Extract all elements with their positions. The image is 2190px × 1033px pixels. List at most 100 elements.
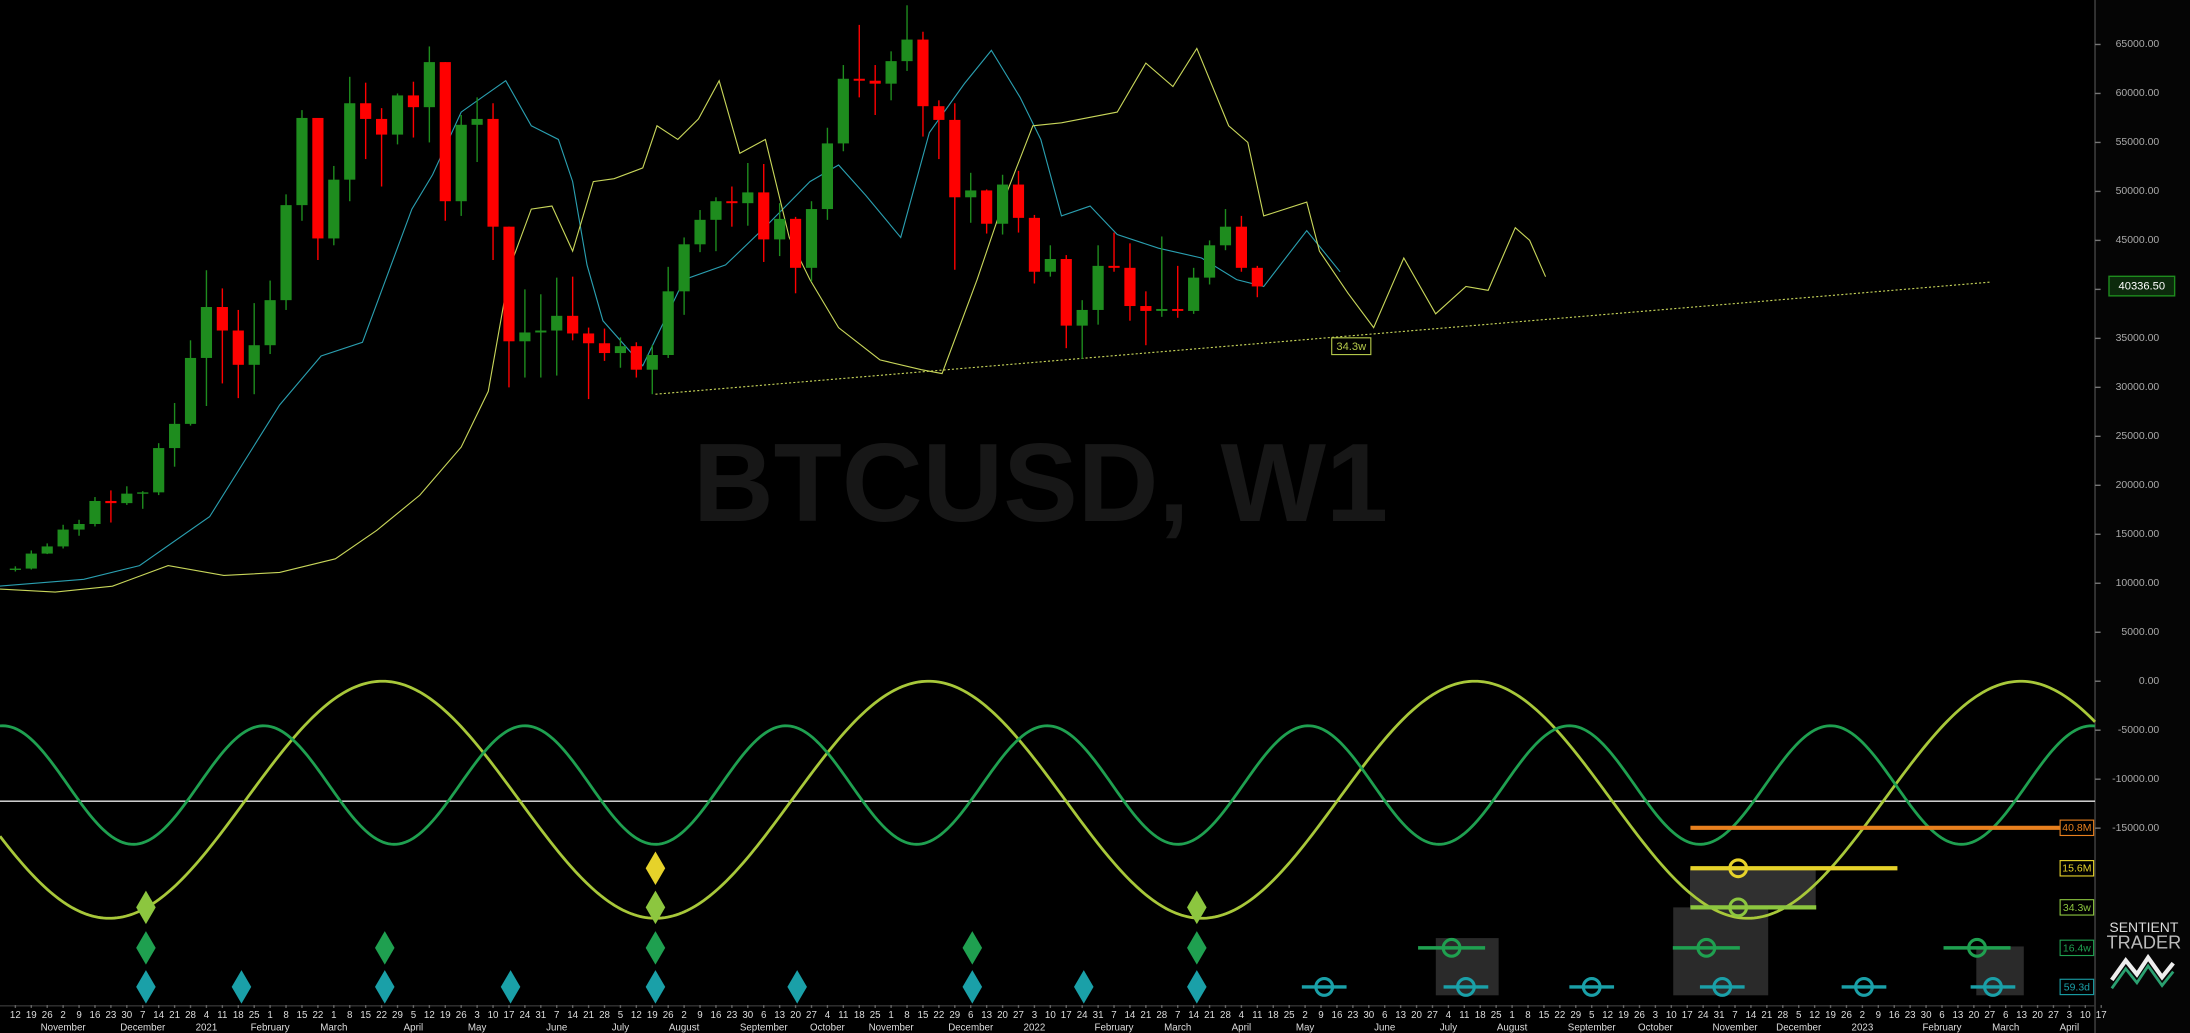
row-label-box <box>2059 819 2095 837</box>
y-tick-label: -10000.00 <box>2112 774 2159 785</box>
x-tick-label: 7 <box>1111 1010 1116 1021</box>
x-tick-label: 2 <box>1302 1010 1307 1021</box>
x-tick-label: 8 <box>347 1010 352 1021</box>
candle-body <box>933 106 945 120</box>
month-label: June <box>1374 1023 1395 1033</box>
x-tick-label: 15 <box>918 1010 929 1021</box>
x-tick-label: 14 <box>567 1010 578 1021</box>
candle-body <box>232 330 244 365</box>
trough-diamond <box>645 970 666 1004</box>
x-tick-label: 13 <box>2016 1010 2027 1021</box>
x-tick-label: 18 <box>1268 1010 1279 1021</box>
candle-body <box>901 39 913 62</box>
row-label-box <box>2059 978 2095 996</box>
candle-body <box>1044 259 1056 272</box>
month-label: November <box>41 1023 87 1033</box>
candle-body <box>200 307 213 358</box>
x-tick-label: 28 <box>599 1010 610 1021</box>
candle-body <box>1012 184 1025 218</box>
trough-diamond <box>645 851 666 886</box>
candle-body <box>646 355 658 370</box>
x-tick-label: 14 <box>1125 1010 1136 1021</box>
month-label: July <box>612 1023 629 1033</box>
x-tick-label: 17 <box>2096 1010 2107 1021</box>
x-tick-label: 21 <box>169 1010 180 1021</box>
month-label: December <box>948 1023 994 1033</box>
month-label: 2023 <box>1852 1023 1874 1033</box>
candle-body <box>758 192 770 240</box>
x-tick-label: 10 <box>1666 1010 1677 1021</box>
month-label: May <box>1296 1023 1315 1033</box>
x-tick-label: 4 <box>825 1010 831 1021</box>
x-tick-label: 31 <box>1714 1010 1725 1021</box>
month-label: April <box>1232 1023 1252 1033</box>
x-tick-label: 12 <box>1809 1010 1820 1021</box>
y-tick-label: 55000.00 <box>2116 137 2160 148</box>
y-tick-label: 50000.00 <box>2116 186 2160 197</box>
x-tick-label: 13 <box>774 1010 785 1021</box>
x-tick-label: 14 <box>153 1010 164 1021</box>
cycle-wave <box>0 724 2096 846</box>
candle-body <box>391 95 404 135</box>
candle-body <box>1076 309 1088 326</box>
month-label: December <box>120 1023 166 1033</box>
x-tick-label: 23 <box>1905 1010 1916 1021</box>
row-label: 34.3w <box>2063 903 2091 914</box>
candle-body <box>1092 265 1104 310</box>
candle-body <box>1156 308 1168 311</box>
x-tick-label: 12 <box>10 1010 21 1021</box>
x-tick-label: 29 <box>949 1010 960 1021</box>
month-label: June <box>546 1023 567 1033</box>
x-tick-label: 5 <box>618 1010 624 1021</box>
candle-body <box>153 448 165 493</box>
x-tick-label: 6 <box>1382 1010 1387 1021</box>
candle-body <box>137 492 149 494</box>
y-tick-label: 20000.00 <box>2116 480 2160 491</box>
x-tick-label: 10 <box>488 1010 499 1021</box>
month-label: August <box>669 1023 700 1033</box>
x-tick-label: 5 <box>1796 1010 1802 1021</box>
indicator-line <box>0 47 1547 593</box>
month-label: March <box>320 1023 347 1033</box>
x-tick-label: 28 <box>1777 1010 1788 1021</box>
month-label: March <box>1992 1023 2019 1033</box>
trendline <box>655 281 1992 395</box>
trough-diamond <box>962 931 983 965</box>
x-tick-label: 22 <box>1554 1010 1565 1021</box>
candle-body <box>1028 217 1041 272</box>
axis-panel <box>2095 0 2190 1033</box>
x-tick-label: 11 <box>1459 1010 1469 1021</box>
candle-body <box>248 345 260 365</box>
candle-body <box>996 184 1009 224</box>
month-label: April <box>404 1023 424 1033</box>
x-tick-label: 22 <box>312 1010 323 1021</box>
month-label: December <box>1776 1023 1822 1033</box>
x-tick-label: 5 <box>1589 1010 1595 1021</box>
projection-marker <box>1581 977 1602 997</box>
y-tick-label: -5000.00 <box>2118 725 2160 736</box>
x-tick-label: 27 <box>1013 1010 1024 1021</box>
x-tick-label: 27 <box>806 1010 817 1021</box>
x-tick-label: 15 <box>360 1010 371 1021</box>
x-tick-label: 12 <box>424 1010 435 1021</box>
cycle-wave <box>0 679 2097 920</box>
trough-diamond <box>374 931 395 965</box>
x-tick-label: 9 <box>1876 1010 1881 1021</box>
candle-body <box>981 190 993 224</box>
plot: 65000.0060000.0055000.0050000.0045000.00… <box>0 5 2176 1033</box>
x-tick-label: 1 <box>331 1010 336 1021</box>
row-label-box <box>2059 939 2095 957</box>
x-tick-label: 22 <box>933 1010 944 1021</box>
x-tick-label: 7 <box>554 1010 559 1021</box>
x-tick-label: 12 <box>1602 1010 1613 1021</box>
row-label-box <box>2059 860 2095 877</box>
candle-body <box>216 307 228 331</box>
x-tick-label: 19 <box>1618 1010 1629 1021</box>
month-label: May <box>468 1023 487 1033</box>
month-label: February <box>1094 1023 1133 1033</box>
month-label: February <box>1922 1023 1961 1033</box>
projection-marker <box>1314 977 1335 997</box>
x-tick-label: 25 <box>870 1010 881 1021</box>
candle-body <box>184 357 197 424</box>
x-tick-label: 22 <box>376 1010 387 1021</box>
